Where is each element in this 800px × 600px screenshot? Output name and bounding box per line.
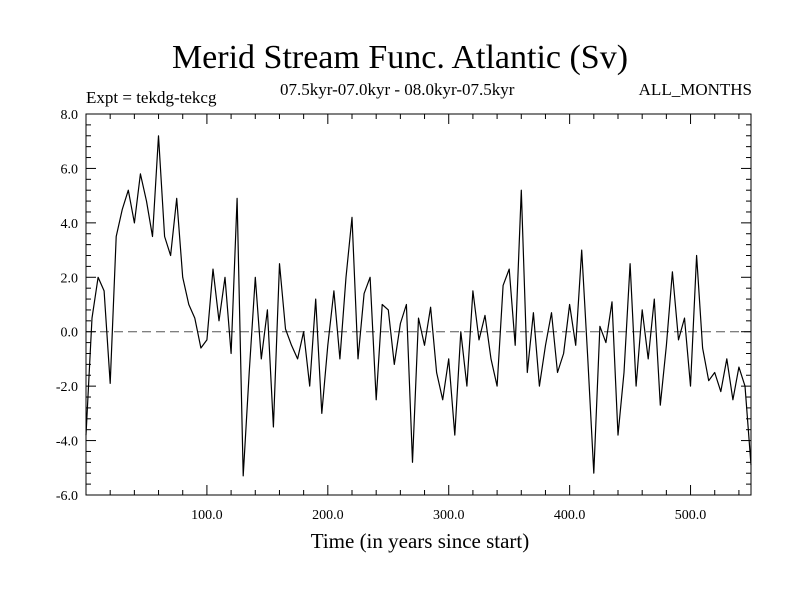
time-period-label: 07.5kyr-07.0kyr - 08.0kyr-07.5kyr xyxy=(280,80,515,99)
x-tick-label: 200.0 xyxy=(312,508,344,523)
plot-frame xyxy=(85,113,752,496)
y-tick-label: 2.0 xyxy=(61,271,79,286)
y-tick-label: -6.0 xyxy=(56,489,78,504)
series-line-0 xyxy=(85,135,752,477)
x-tick-label: 100.0 xyxy=(191,508,223,523)
chart-title: Merid Stream Func. Atlantic (Sv) xyxy=(171,39,629,76)
x-tick-label: 500.0 xyxy=(675,508,707,523)
y-tick-label: -2.0 xyxy=(56,380,78,395)
y-tick-label: 4.0 xyxy=(61,217,79,232)
x-tick-label: 300.0 xyxy=(433,508,465,523)
months-label: ALL_MONTHS xyxy=(638,80,752,99)
tick-layer xyxy=(86,114,751,495)
x-tick-label: 400.0 xyxy=(554,508,586,523)
y-tick-label: 8.0 xyxy=(61,108,79,123)
y-tick-label: 6.0 xyxy=(61,162,79,177)
tick-label-layer: 100.0 200.0 300.0 400.0 500.0 -6.0 -4.0 -2.0 0.0… xyxy=(56,108,706,523)
y-tick-label: 0.0 xyxy=(61,326,79,341)
x-axis-label: Time (in years since start) xyxy=(311,529,530,553)
series-layer xyxy=(85,135,752,477)
y-tick-label: -4.0 xyxy=(56,435,78,450)
experiment-label: Expt = tekdg-tekcg xyxy=(86,88,217,107)
